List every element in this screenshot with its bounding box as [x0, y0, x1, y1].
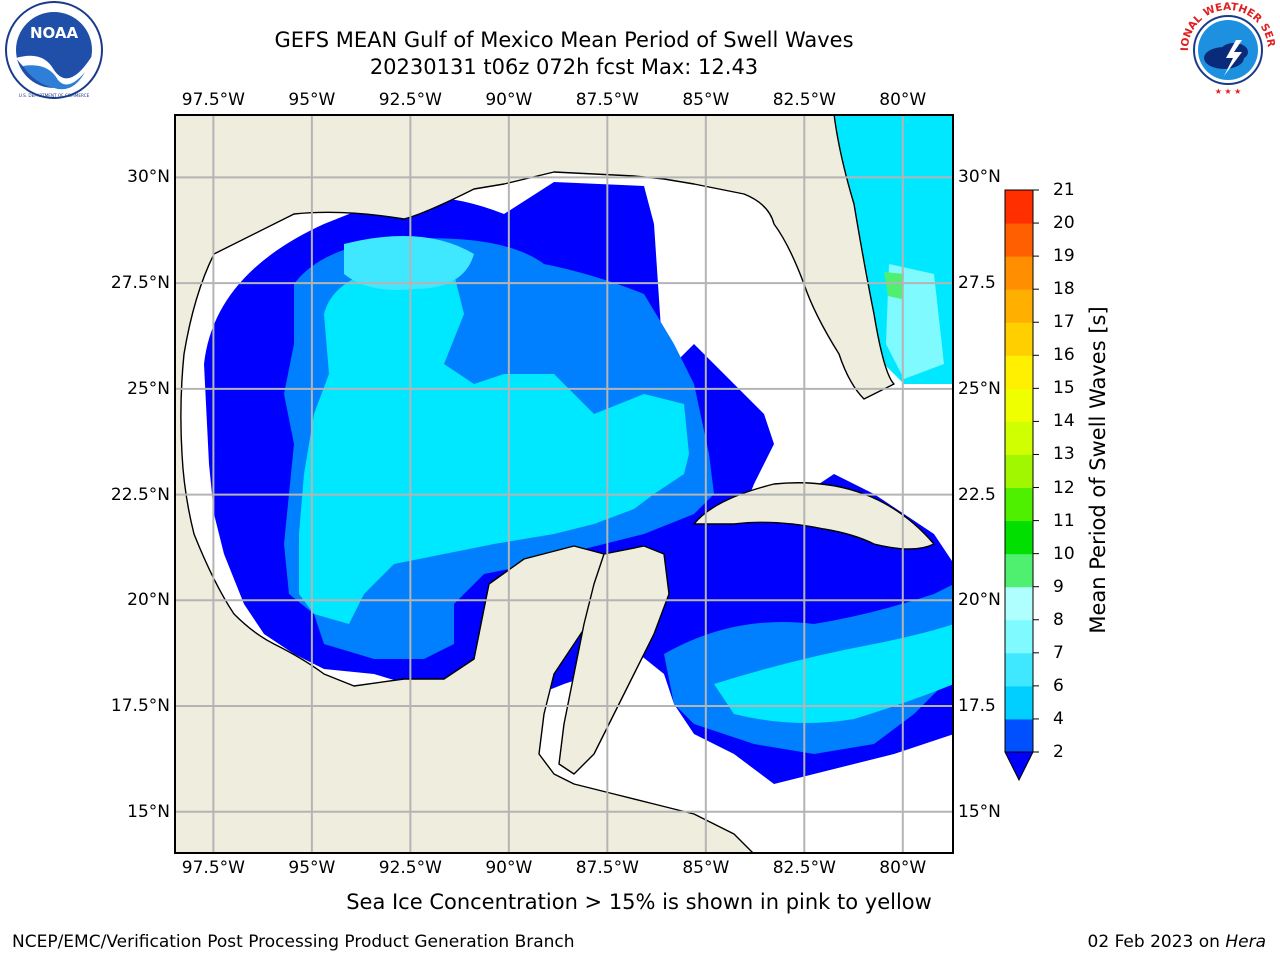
noaa-logo-text: NOAA [30, 24, 79, 42]
lon-tick-top: 85°W [682, 90, 730, 110]
lat-tick-right: 27.5 [958, 273, 996, 294]
lon-tick-top: 92.5°W [378, 90, 442, 110]
colorbar-segment [1005, 718, 1033, 753]
lat-tick-left: 25°N [127, 378, 170, 399]
footer-host: Hera [1225, 932, 1266, 952]
colorbar-tick-label: 15 [1053, 378, 1075, 399]
swell-zone-6s [299, 264, 689, 624]
lon-tick-bottom: 80°W [879, 858, 927, 878]
map-border [174, 114, 954, 854]
footer-date-text: 02 Feb 2023 on [1087, 932, 1226, 952]
land-yucatan [558, 545, 670, 775]
lat-tick-right: 20°N [958, 590, 1001, 611]
map-frame [174, 114, 954, 854]
colorbar-segment [1005, 487, 1033, 522]
colorbar-segment [1005, 553, 1033, 588]
colorbar-tick-label: 20 [1053, 213, 1075, 234]
colorbar-segment [1005, 388, 1033, 422]
colorbar-tick-label: 2 [1053, 742, 1064, 762]
colorbar-segment [1005, 256, 1033, 290]
swell-zone-7s [344, 236, 474, 290]
swell-period-field [174, 114, 954, 854]
lat-tick-right: 25°N [958, 378, 1001, 399]
colorbar-tick-label: 19 [1053, 246, 1075, 267]
lon-tick-bottom: 85°W [682, 858, 730, 878]
colorbar-segment [1005, 190, 1033, 224]
lon-tick-bottom: 95°W [288, 858, 336, 878]
lon-tick-bottom: 82.5°W [772, 858, 836, 878]
colorbar-tick-label: 7 [1053, 642, 1064, 663]
lat-tick-left: 22.5°N [110, 484, 170, 505]
colorbar-tick-label: 16 [1053, 345, 1075, 366]
chart-subtitle: 20230131 t06z 072h fcst Max: 12.43 [369, 55, 759, 79]
lat-tick-right: 17.5 [958, 696, 996, 716]
colorbar-tick-label: 17 [1053, 312, 1075, 333]
lat-tick-right: 30°N [958, 167, 1001, 188]
lon-tick-top: 97.5°W [181, 90, 245, 110]
colorbar-tick-label: 14 [1053, 411, 1075, 432]
colorbar-tick-label: 13 [1053, 444, 1075, 465]
lon-tick-top: 95°W [288, 90, 336, 110]
lat-tick-right: 15°N [958, 801, 1001, 822]
footer-date: 02 Feb 2023 on Hera [1088, 932, 1266, 952]
lon-tick-top: 80°W [879, 90, 927, 110]
colorbar-segment [1005, 586, 1033, 621]
noaa-logo: NOAA U.S. DEPARTMENT OF COMMERCE [5, 1, 103, 99]
svg-text:U.S. DEPARTMENT OF COMMERCE: U.S. DEPARTMENT OF COMMERCE [19, 93, 90, 98]
colorbar-tick-label: 8 [1053, 609, 1064, 630]
colorbar-tick-label: 18 [1053, 279, 1075, 300]
colorbar-extend-min [1004, 751, 1034, 782]
lat-tick-left: 15°N [127, 801, 170, 822]
colorbar-frame [1004, 189, 1034, 753]
lon-tick-top: 87.5°W [575, 90, 639, 110]
lon-tick-bottom: 87.5°W [575, 858, 639, 878]
colorbar-segment [1005, 520, 1033, 555]
colorbar-segment [1005, 223, 1033, 257]
nws-logo: NATIONAL WEATHER SERVICE ★ ★ ★ [1176, 0, 1277, 97]
colorbar-tick-label: 12 [1053, 477, 1075, 498]
colorbar-tick-label: 10 [1053, 543, 1075, 564]
swell-zone-caribbean-6s [714, 624, 954, 723]
lon-tick-bottom: 92.5°W [378, 858, 442, 878]
land-masses [174, 114, 954, 854]
lat-tick-left: 27.5°N [110, 273, 170, 294]
colorbar-segment [1005, 289, 1033, 323]
lon-tick-top: 82.5°W [772, 90, 836, 110]
colorbar-tick-label: 11 [1053, 510, 1075, 531]
sea-ice-note: Sea Ice Concentration > 15% is shown in … [346, 890, 932, 914]
colorbar-tick-label: 21 [1053, 180, 1075, 200]
colorbar [1004, 189, 1039, 782]
lon-tick-bottom: 90°W [485, 858, 533, 878]
colorbar-segment [1005, 421, 1033, 455]
colorbar-tick-label: 4 [1053, 708, 1064, 729]
graticule [174, 114, 954, 854]
land-cuba [693, 482, 935, 550]
colorbar-segment [1005, 322, 1033, 356]
colorbar-tick-label: 6 [1053, 675, 1064, 696]
colorbar-title: Mean Period of Swell Waves [s] [1086, 306, 1110, 634]
colorbar-tick-label: 9 [1053, 576, 1064, 597]
colorbar-segment [1005, 619, 1033, 654]
colorbar-segment [1005, 652, 1033, 687]
chart-title: GEFS MEAN Gulf of Mexico Mean Period of … [274, 28, 854, 52]
land-north-america [174, 114, 954, 854]
lat-tick-left: 30°N [127, 167, 170, 188]
footer-credit: NCEP/EMC/Verification Post Processing Pr… [12, 932, 575, 952]
lat-tick-right: 22.5 [958, 484, 996, 505]
colorbar-segment [1005, 454, 1033, 489]
lon-tick-bottom: 97.5°W [181, 858, 245, 878]
colorbar-segment [1005, 685, 1033, 720]
lat-tick-left: 20°N [127, 590, 170, 611]
lat-tick-left: 17.5°N [110, 696, 170, 716]
swell-zone-atlantic-9s [884, 272, 904, 299]
lon-tick-top: 90°W [485, 90, 533, 110]
colorbar-segment [1005, 355, 1033, 389]
svg-text:★ ★ ★: ★ ★ ★ [1215, 87, 1242, 96]
